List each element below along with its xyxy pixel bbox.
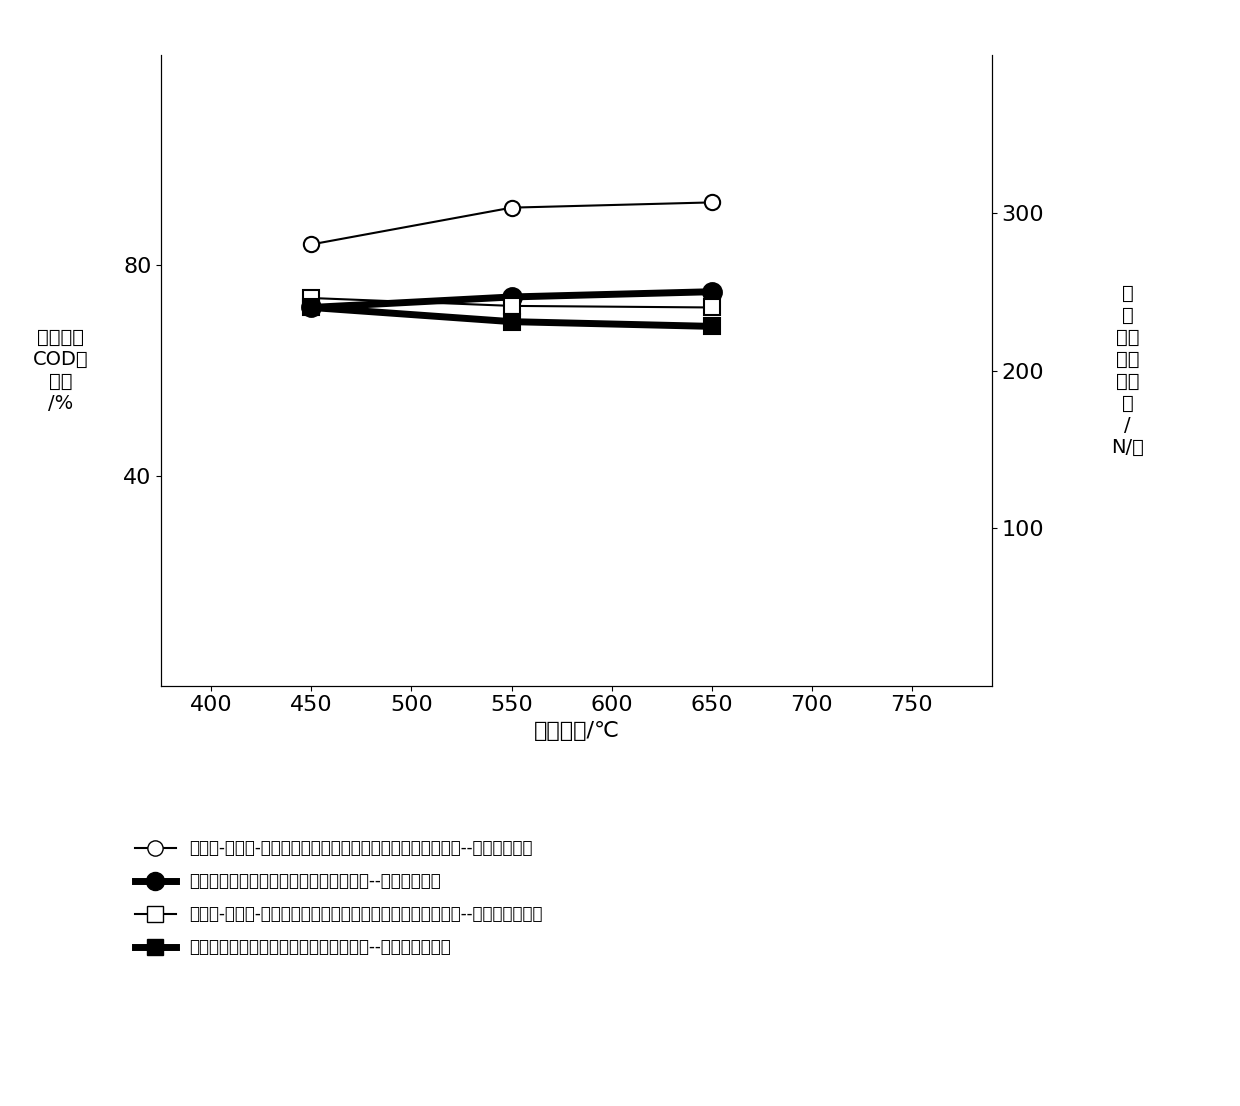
Legend: 氧化钓-氧化锃-氧化锵复合载体臭氧氧化催化剂焼烧制备温度--催化活性曲线, 氧化钓载体臭氧氧化催化剂焼烧制备温度--催化活性曲线, 氧化钓-氧化锃-氧化锵复合载: 氧化钓-氧化锃-氧化锵复合载体臭氧氧化催化剂焼烧制备温度--催化活性曲线, 氧化… [128,833,549,963]
Y-axis label: 臭
氧
氧化
催化
剂强
度
/
N/颗: 臭 氧 氧化 催化 剂强 度 / N/颗 [1111,284,1145,457]
Y-axis label: 催化活性
COD降
解率
/%: 催化活性 COD降 解率 /% [32,328,88,413]
X-axis label: 焼烧温度/℃: 焼烧温度/℃ [533,721,620,741]
